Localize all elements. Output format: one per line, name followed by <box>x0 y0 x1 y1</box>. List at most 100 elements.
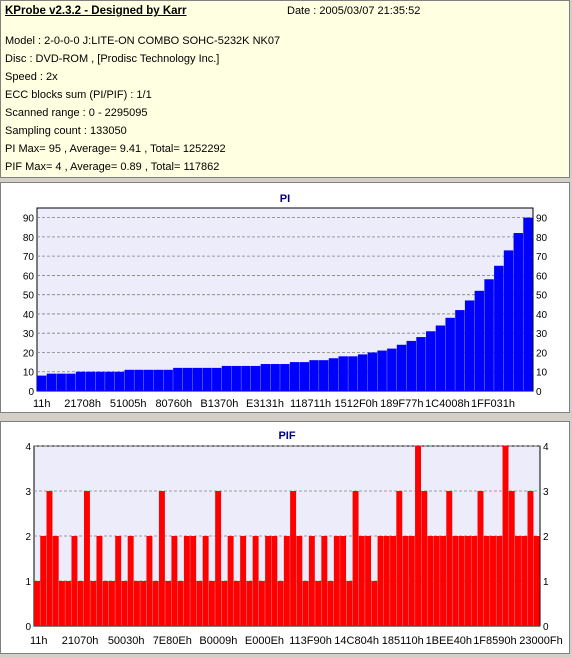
bar <box>390 536 397 626</box>
bar <box>433 536 440 626</box>
bar <box>296 536 303 626</box>
bar <box>421 491 428 626</box>
scan-date: Date : 2005/03/07 21:35:52 <box>287 5 421 17</box>
bar <box>58 581 65 626</box>
y-tick-label-left: 0 <box>28 387 34 398</box>
bar <box>455 310 465 391</box>
x-tick-label: 113F90h <box>289 635 332 647</box>
bar <box>95 371 105 391</box>
y-tick-label-right: 50 <box>536 291 548 302</box>
bar <box>496 536 503 626</box>
bar <box>402 536 409 626</box>
x-tick-label: 1FF031h <box>471 398 515 410</box>
bar <box>527 491 534 626</box>
y-tick-label-right: 80 <box>536 233 548 244</box>
y-tick-label-left: 70 <box>23 252 35 263</box>
y-tick-label-right: 1 <box>543 577 549 588</box>
x-tick-label: 14C804h <box>334 635 379 647</box>
bar <box>163 369 173 391</box>
x-tick-label: 185110h <box>382 635 424 647</box>
y-tick-label-right: 20 <box>536 348 548 359</box>
y-tick-label-left: 10 <box>23 368 35 379</box>
bar <box>415 446 422 626</box>
x-tick-label: 1BEE40h <box>426 635 472 647</box>
bar <box>490 536 496 626</box>
bar <box>46 373 57 391</box>
bar <box>114 371 125 391</box>
chart-title: PI <box>280 193 290 205</box>
bar <box>348 356 358 391</box>
bar <box>152 581 159 626</box>
bar <box>446 491 453 626</box>
y-tick-label-left: 50 <box>23 291 35 302</box>
bar <box>440 536 446 626</box>
bar <box>165 581 172 626</box>
x-tick-label: 1C4008h <box>425 398 470 410</box>
bar <box>435 325 446 391</box>
bar <box>396 344 407 391</box>
bar <box>212 367 222 391</box>
bar <box>177 581 184 626</box>
bar <box>140 581 147 626</box>
y-tick-label-left: 30 <box>23 329 35 340</box>
bar <box>127 536 134 626</box>
bar <box>252 536 259 626</box>
bar <box>427 536 434 626</box>
bar <box>383 536 390 626</box>
bar <box>513 233 523 391</box>
y-tick-label-left: 90 <box>23 214 35 225</box>
bar <box>96 536 103 626</box>
x-tick-label: 21070h <box>62 635 99 647</box>
bar <box>396 491 403 626</box>
x-tick-label: 21708h <box>64 398 101 410</box>
pif-chart: PIF 0 0 1 1 2 2 3 3 4 4 11h 21070h 50030h 7E80Eh B0009h… <box>25 430 562 647</box>
bar <box>208 581 215 626</box>
bar <box>46 491 53 626</box>
y-tick-label-left: 4 <box>25 442 31 453</box>
disc-line: Disc : DVD-ROM , [Prodisc Technology Inc… <box>5 53 220 65</box>
x-tick-label: E000Eh <box>245 635 284 647</box>
y-tick-label-right: 60 <box>536 271 548 282</box>
bar <box>333 536 340 626</box>
bar <box>143 369 154 391</box>
y-tick-label-left: 60 <box>23 271 35 282</box>
bar <box>133 581 140 626</box>
y-tick-label-left: 2 <box>25 532 31 543</box>
x-tick-label: 1512F0h <box>334 398 377 410</box>
bar <box>377 536 384 626</box>
y-tick-label-right: 30 <box>536 329 548 340</box>
bar <box>367 352 378 391</box>
bar <box>202 367 212 391</box>
bar <box>483 536 490 626</box>
bar <box>465 536 471 626</box>
bar <box>523 217 533 391</box>
pi-chart: PI 0 0 10 10 20 20 30 30 40 40 50 50 60 60 70 70 80 80 90 90… <box>23 193 548 410</box>
y-tick-label-right: 70 <box>536 252 548 263</box>
bar <box>533 536 540 626</box>
pi-chart-panel: PI 0 0 10 10 20 20 30 30 40 40 50 50 60 60 70 70 80 80 90 90… <box>0 182 570 413</box>
bar <box>328 358 339 391</box>
bar <box>357 354 368 391</box>
bar <box>183 536 190 626</box>
y-tick-label-right: 40 <box>536 310 548 321</box>
bar <box>408 536 415 626</box>
bar <box>202 536 209 626</box>
bar <box>227 536 234 626</box>
ecc-line: ECC blocks sum (PI/PIF) : 1/1 <box>5 89 152 101</box>
app-title: KProbe v2.3.2 - Designed by Karr <box>5 5 187 17</box>
x-tick-label: 189F77h <box>380 398 423 410</box>
bar <box>299 362 310 391</box>
bar <box>471 536 478 626</box>
x-tick-label: 118711h <box>290 398 331 410</box>
bar <box>221 365 232 391</box>
bar <box>241 365 251 391</box>
bar <box>196 581 203 626</box>
bar <box>352 491 359 626</box>
x-tick-label: 11h <box>30 635 48 647</box>
sampling-line: Sampling count : 133050 <box>5 125 127 137</box>
bar <box>327 581 334 626</box>
bar <box>265 536 272 626</box>
model-line: Model : 2-0-0-0 J:LITE-ON COMBO SOHC-523… <box>5 35 281 47</box>
bar <box>171 536 178 626</box>
bar <box>477 491 484 626</box>
